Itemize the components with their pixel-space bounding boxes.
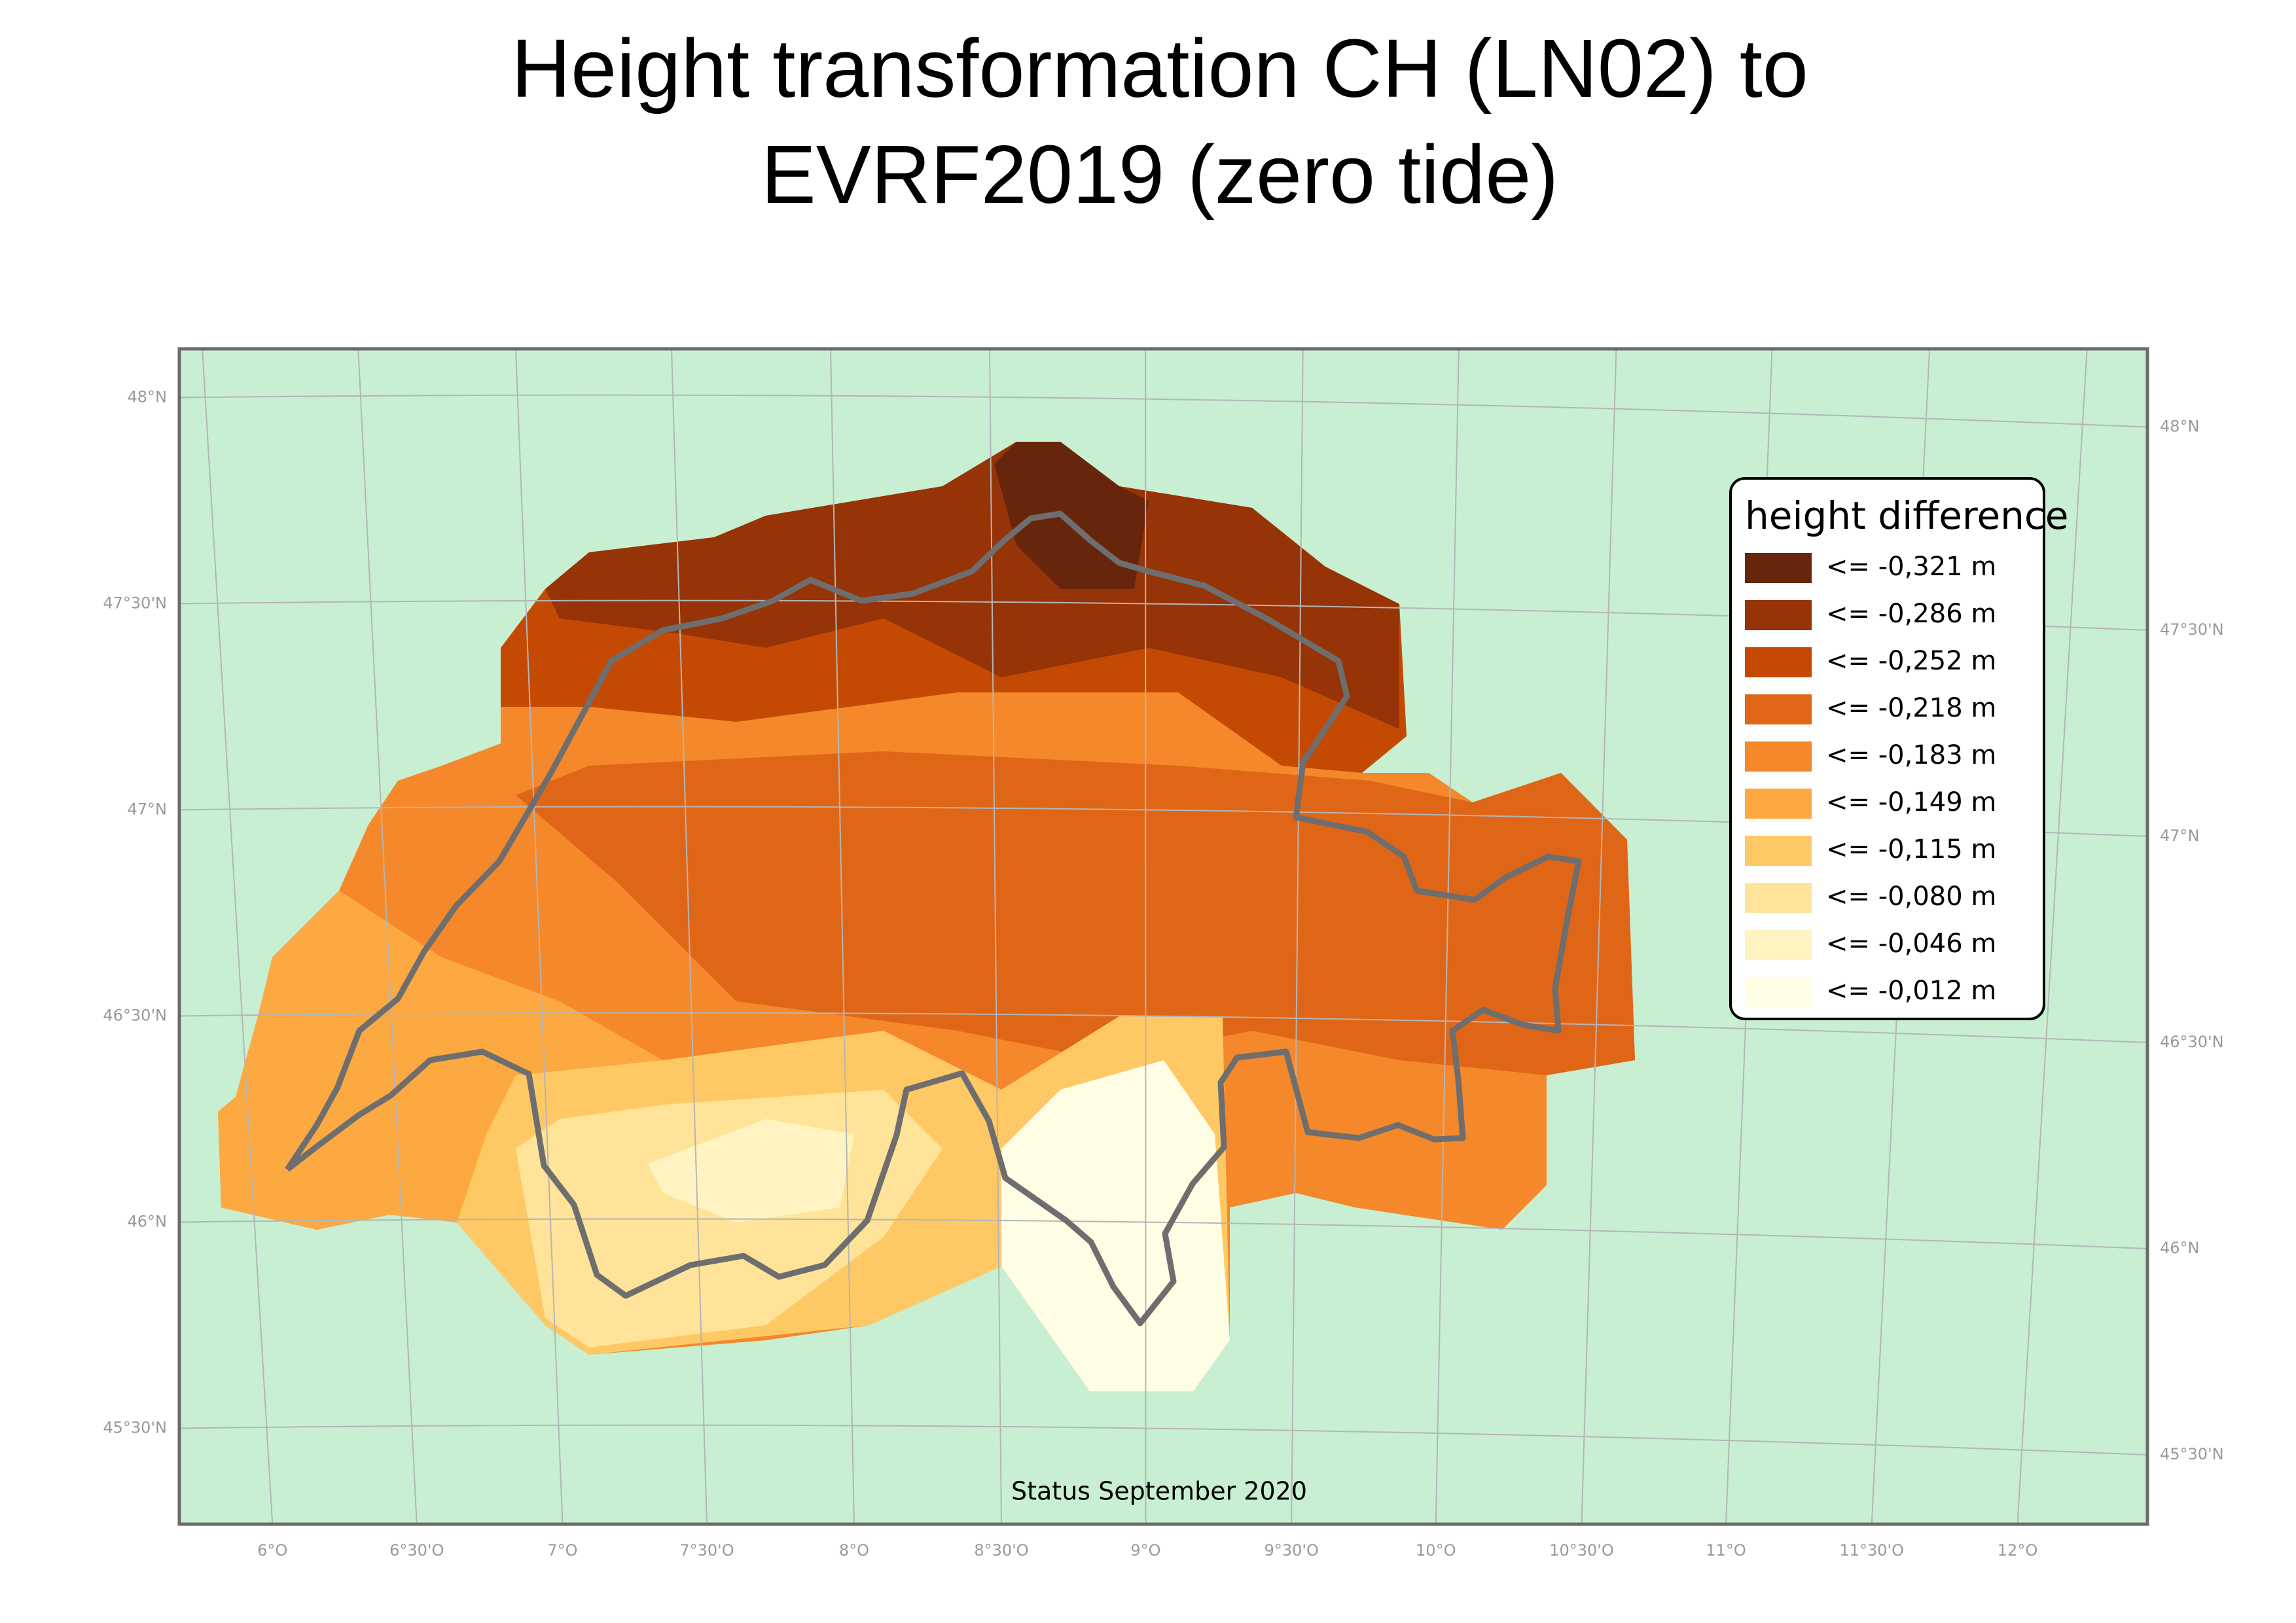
- lat-label: 45°30'N: [103, 1419, 167, 1437]
- legend-label: <= -0,218 m: [1826, 693, 1996, 723]
- lat-label: 47°N: [128, 800, 168, 819]
- lat-label: 47°30'N: [2160, 620, 2224, 639]
- legend-swatch: [1745, 553, 1812, 583]
- legend-swatch: [1745, 836, 1812, 866]
- legend-swatch: [1745, 930, 1812, 960]
- parallel: [179, 1424, 2148, 1455]
- legend-label: <= -0,149 m: [1826, 787, 1996, 817]
- meridian: [830, 348, 855, 1525]
- legend-label: <= -0,321 m: [1826, 552, 1996, 582]
- legend-label: <= -0,183 m: [1826, 740, 1996, 770]
- meridian: [2017, 348, 2088, 1525]
- parallel: [179, 1218, 2148, 1249]
- legend-title: height difference: [1745, 493, 2068, 538]
- legend-label: <= -0,012 m: [1826, 976, 1996, 1006]
- legend-label: <= -0,252 m: [1826, 646, 1996, 676]
- legend-swatch: [1745, 789, 1812, 819]
- lon-label: 12°O: [1998, 1541, 2037, 1560]
- lon-label: 7°O: [547, 1541, 577, 1560]
- lat-label: 48°N: [2160, 418, 2200, 436]
- height-zone: [1001, 1060, 1230, 1391]
- lon-label: 9°O: [1130, 1541, 1160, 1560]
- title-line: Height transformation CH (LN02) to: [511, 22, 1808, 115]
- legend-swatch: [1745, 741, 1812, 772]
- lon-label: 11°O: [1706, 1541, 1746, 1560]
- lon-label: 8°O: [839, 1541, 869, 1560]
- lat-label: 46°N: [128, 1213, 168, 1231]
- lon-label: 10°O: [1416, 1541, 1456, 1560]
- lat-label: 48°N: [128, 388, 168, 406]
- lat-label: 47°N: [2160, 827, 2200, 845]
- graticule: [179, 348, 2148, 1525]
- height-zone: [648, 1119, 854, 1222]
- legend-label: <= -0,286 m: [1826, 599, 1996, 629]
- lat-label: 46°30'N: [2160, 1033, 2224, 1051]
- legend-swatch: [1745, 883, 1812, 913]
- meridian: [202, 348, 274, 1525]
- title-line: EVRF2019 (zero tide): [761, 128, 1559, 221]
- height-zone: [545, 442, 1399, 729]
- lon-label: 9°30'O: [1265, 1541, 1319, 1560]
- lon-label: 11°30'O: [1839, 1541, 1904, 1560]
- legend-label: <= -0,080 m: [1826, 882, 1996, 912]
- legend-swatch: [1745, 977, 1812, 1007]
- lon-label: 6°30'O: [389, 1541, 444, 1560]
- legend-swatch: [1745, 694, 1812, 724]
- lon-label: 10°30'O: [1549, 1541, 1614, 1560]
- parallel: [179, 1012, 2148, 1043]
- lat-label: 45°30'N: [2160, 1445, 2224, 1463]
- legend-items: <= -0,321 m <= -0,286 m <= -0,252 m <= -0,2…: [1745, 552, 1996, 1007]
- legend-swatch: [1745, 600, 1812, 630]
- lon-label: 8°30'O: [974, 1541, 1028, 1560]
- meridian: [514, 348, 564, 1525]
- parallel: [179, 394, 2148, 428]
- lat-label: 46°N: [2160, 1239, 2200, 1257]
- meridian: [357, 348, 418, 1525]
- meridian: [989, 348, 1002, 1525]
- legend-swatch: [1745, 647, 1812, 677]
- lat-label: 46°30'N: [103, 1007, 167, 1025]
- status-note: Status September 2020: [1011, 1477, 1307, 1506]
- meridian: [671, 348, 708, 1525]
- lat-label: 47°30'N: [103, 594, 167, 613]
- meridian: [1435, 348, 1460, 1525]
- lon-label: 6°O: [257, 1541, 287, 1560]
- map-frame: [177, 347, 2149, 1526]
- meridian: [1581, 348, 1617, 1525]
- legend-label: <= -0,046 m: [1826, 929, 1996, 959]
- swiss-border: [285, 510, 1582, 1327]
- legend-label: <= -0,115 m: [1826, 834, 1996, 865]
- lon-label: 7°30'O: [679, 1541, 734, 1560]
- meridian: [1291, 348, 1304, 1525]
